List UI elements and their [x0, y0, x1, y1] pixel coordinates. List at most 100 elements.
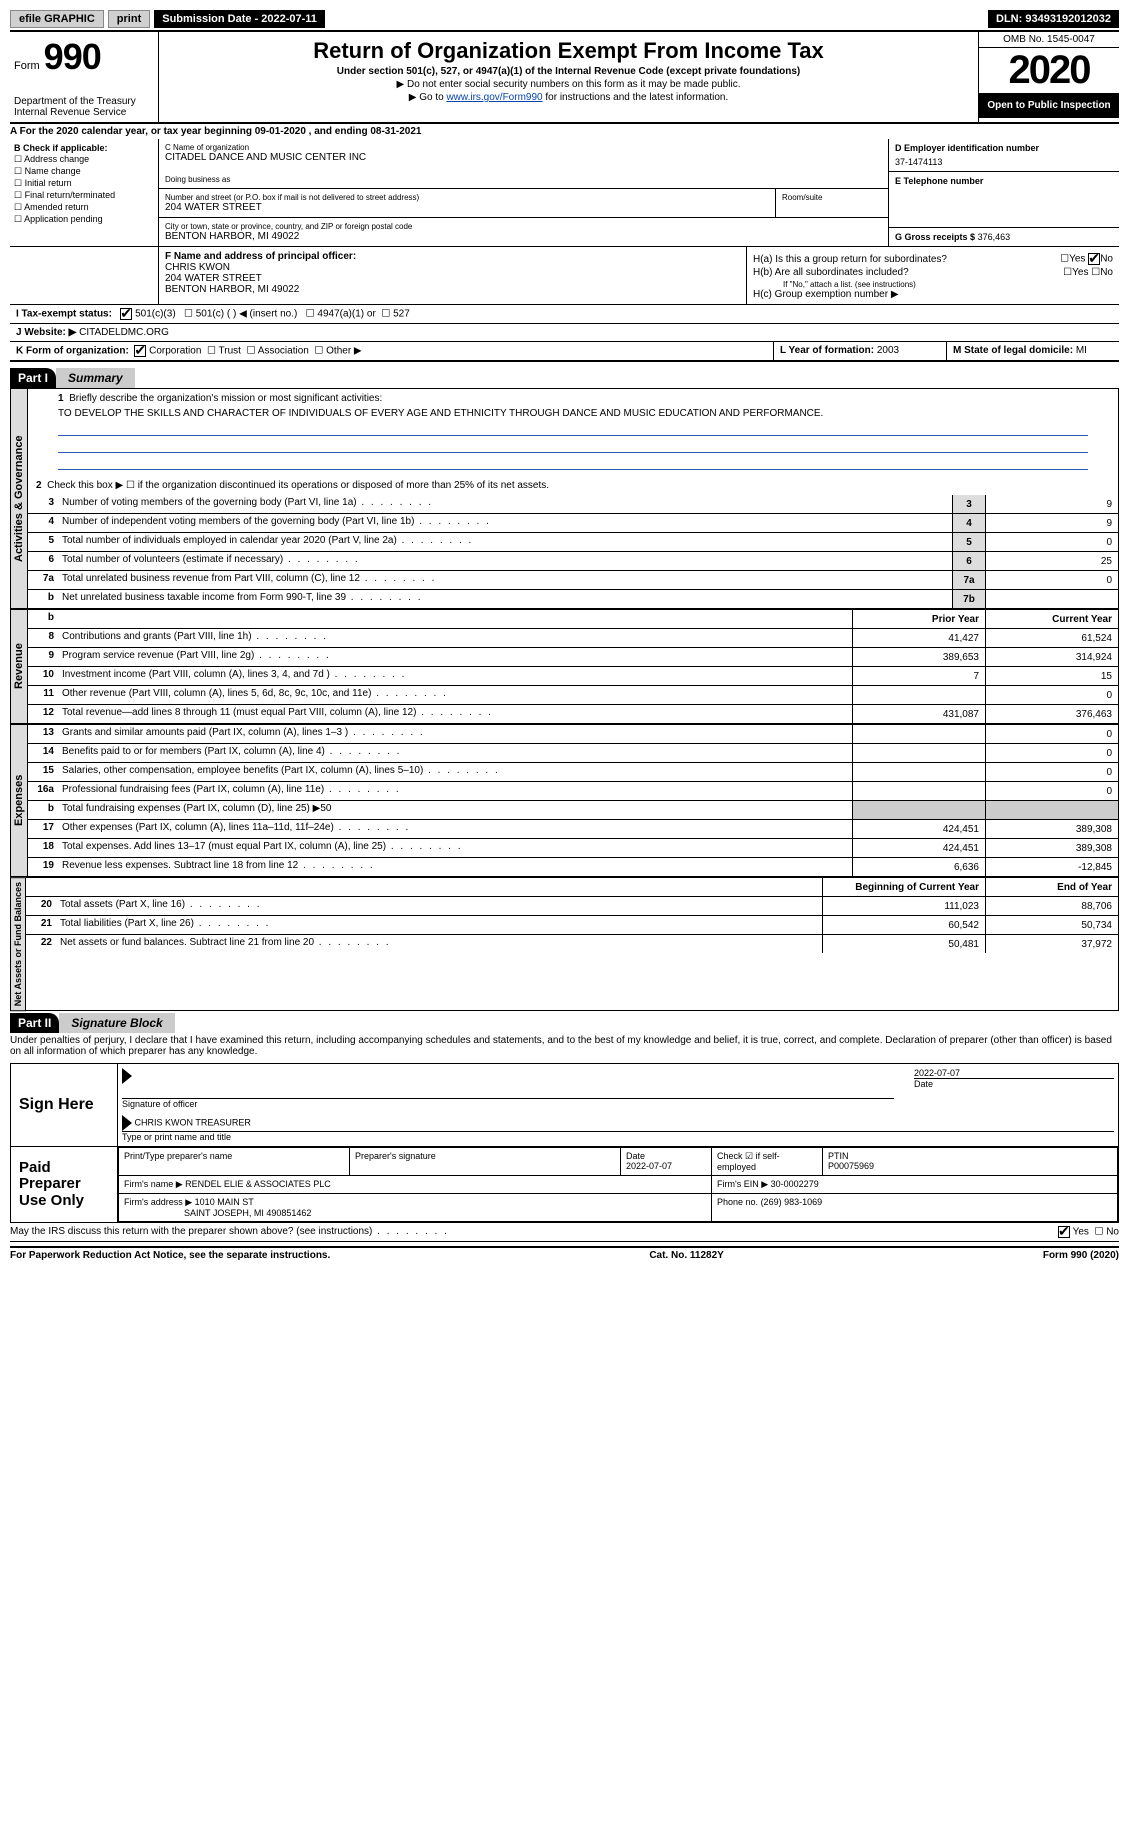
gross-receipts-label: G Gross receipts $	[895, 232, 975, 242]
open-public-badge: Open to Public Inspection	[979, 94, 1119, 118]
part2-title: Signature Block	[59, 1013, 174, 1033]
ha-yes[interactable]: Yes	[1069, 254, 1085, 265]
name-title-label: Type or print name and title	[122, 1131, 1114, 1142]
ha-label: H(a) Is this a group return for subordin…	[753, 254, 947, 265]
discuss-yes-check[interactable]	[1058, 1226, 1070, 1238]
dln-label: DLN: 93493192012032	[988, 10, 1119, 28]
form-num: 990	[44, 36, 101, 78]
opt-address-change[interactable]: ☐ Address change	[14, 154, 154, 165]
summary-line: 9Program service revenue (Part VIII, lin…	[28, 648, 1118, 667]
summary-line: 11Other revenue (Part VIII, column (A), …	[28, 686, 1118, 705]
sign-here-label: Sign Here	[11, 1064, 117, 1146]
summary-line: 13Grants and similar amounts paid (Part …	[28, 725, 1118, 744]
summary-line: 20Total assets (Part X, line 16)111,0238…	[26, 897, 1118, 916]
summary-line: 22Net assets or fund balances. Subtract …	[26, 935, 1118, 953]
hb-note: If "No," attach a list. (see instruction…	[753, 280, 1113, 289]
summary-line: 6Total number of volunteers (estimate if…	[28, 552, 1118, 571]
top-toolbar: efile GRAPHIC print Submission Date - 20…	[10, 10, 1119, 28]
row-header-blank: b	[28, 610, 58, 628]
org-name-label: C Name of organization	[165, 143, 882, 152]
irs-link[interactable]: www.irs.gov/Form990	[446, 92, 542, 103]
opt-corp: Corporation	[149, 346, 201, 357]
mission-text: TO DEVELOP THE SKILLS AND CHARACTER OF I…	[58, 408, 823, 419]
part1-header: Part I	[10, 368, 56, 388]
hc-label: H(c) Group exemption number ▶	[753, 289, 1113, 300]
tax-year: 2020	[979, 48, 1119, 94]
summary-line: 14Benefits paid to or for members (Part …	[28, 744, 1118, 763]
ha-no-check[interactable]	[1088, 253, 1100, 265]
opt-527: 527	[393, 309, 410, 320]
org-name: CITADEL DANCE AND MUSIC CENTER INC	[165, 152, 882, 163]
paid-preparer-label: Paid Preparer Use Only	[11, 1147, 117, 1222]
hb-label: H(b) Are all subordinates included?	[753, 267, 909, 278]
footer-left: For Paperwork Reduction Act Notice, see …	[10, 1250, 330, 1261]
summary-line: 3Number of voting members of the governi…	[28, 495, 1118, 514]
opt-name-change[interactable]: ☐ Name change	[14, 166, 154, 177]
firm-phone-label: Phone no.	[717, 1197, 758, 1207]
opt-amended[interactable]: ☐ Amended return	[14, 202, 154, 213]
firm-city: SAINT JOSEPH, MI 490851462	[184, 1208, 311, 1218]
hb-no[interactable]: No	[1100, 267, 1113, 278]
box-f: F Name and address of principal officer:…	[159, 247, 747, 304]
side-governance: Activities & Governance	[10, 388, 28, 609]
side-expenses: Expenses	[10, 724, 28, 877]
form-word: Form	[14, 60, 40, 72]
box-j: J Website: ▶ CITADELDMC.ORG	[10, 324, 1119, 341]
col-begin-year: Beginning of Current Year	[822, 878, 985, 896]
website-label: J Website: ▶	[16, 327, 76, 338]
box-k: K Form of organization: Corporation ☐ Tr…	[10, 342, 773, 360]
form-subtitle: Under section 501(c), 527, or 4947(a)(1)…	[167, 66, 970, 77]
col-current-year: Current Year	[985, 610, 1118, 628]
prep-self-employed: Check ☑ if self-employed	[712, 1148, 823, 1176]
hb-yes[interactable]: Yes	[1072, 267, 1088, 278]
print-button[interactable]: print	[108, 10, 150, 28]
summary-line: 7aTotal unrelated business revenue from …	[28, 571, 1118, 590]
form-title: Return of Organization Exempt From Incom…	[167, 38, 970, 64]
side-net-assets: Net Assets or Fund Balances	[10, 877, 26, 1011]
period-text: For the 2020 calendar year, or tax year …	[20, 126, 422, 137]
mission-label: Briefly describe the organization's miss…	[69, 393, 382, 404]
summary-line: 21Total liabilities (Part X, line 26)60,…	[26, 916, 1118, 935]
omb-number: OMB No. 1545-0047	[979, 32, 1119, 48]
part2-header: Part II	[10, 1013, 59, 1033]
sig-arrow2-icon	[122, 1115, 132, 1131]
penalty-statement: Under penalties of perjury, I declare th…	[10, 1033, 1119, 1059]
firm-phone: (269) 983-1069	[761, 1197, 823, 1207]
side-revenue: Revenue	[10, 609, 28, 724]
note2-pre: ▶ Go to	[409, 92, 447, 103]
discuss-yes: Yes	[1073, 1227, 1089, 1238]
ptin-label: PTIN	[828, 1151, 849, 1161]
opt-trust: Trust	[219, 346, 241, 357]
city-value: BENTON HARBOR, MI 49022	[165, 231, 882, 242]
form-number: Form 990	[14, 36, 154, 78]
note-ssn: ▶ Do not enter social security numbers o…	[167, 79, 970, 90]
sig-officer-label: Signature of officer	[122, 1098, 894, 1109]
opt-app-pending[interactable]: ☐ Application pending	[14, 214, 154, 225]
corp-check[interactable]	[134, 345, 146, 357]
box-h: H(a) Is this a group return for subordin…	[747, 247, 1119, 304]
sig-date-value: 2022-07-07	[914, 1068, 1114, 1078]
preparer-table: Print/Type preparer's name Preparer's si…	[118, 1147, 1118, 1222]
note2-post: for instructions and the latest informat…	[543, 92, 729, 103]
opt-assoc: Association	[258, 346, 309, 357]
sig-date-label: Date	[914, 1078, 1114, 1089]
ha-no: No	[1100, 254, 1113, 265]
domicile: MI	[1076, 345, 1087, 356]
sig-arrow-icon	[122, 1068, 132, 1084]
summary-line: 17Other expenses (Part IX, column (A), l…	[28, 820, 1118, 839]
prep-date-val: 2022-07-07	[626, 1161, 672, 1171]
501c3-check[interactable]	[120, 308, 132, 320]
opt-501c3: 501(c)(3)	[135, 309, 176, 320]
summary-line: 16aProfessional fundraising fees (Part I…	[28, 782, 1118, 801]
line2-text: Check this box ▶ ☐ if the organization d…	[47, 480, 549, 491]
efile-button[interactable]: efile GRAPHIC	[10, 10, 104, 28]
entity-block: B Check if applicable: ☐ Address change …	[10, 139, 1119, 247]
page-footer: For Paperwork Reduction Act Notice, see …	[10, 1246, 1119, 1263]
opt-initial-return[interactable]: ☐ Initial return	[14, 178, 154, 189]
year-formation-label: L Year of formation:	[780, 345, 874, 356]
firm-name-label: Firm's name ▶	[124, 1179, 183, 1189]
domicile-label: M State of legal domicile:	[953, 345, 1073, 356]
city-label: City or town, state or province, country…	[165, 222, 882, 231]
opt-final-return[interactable]: ☐ Final return/terminated	[14, 190, 154, 201]
summary-line: 18Total expenses. Add lines 13–17 (must …	[28, 839, 1118, 858]
